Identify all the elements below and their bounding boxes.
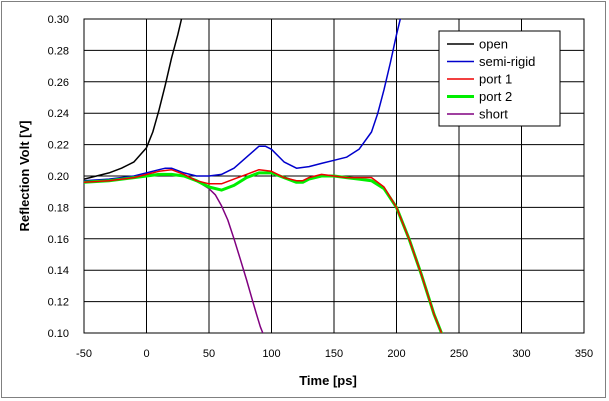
series-line-open [84, 19, 183, 180]
y-tick-label: 0.10 [48, 328, 69, 340]
x-tick-label: 100 [262, 348, 280, 360]
y-tick-label: 0.22 [48, 140, 69, 152]
y-tick-label: 0.16 [48, 234, 69, 246]
y-tick-label: 0.20 [48, 171, 69, 183]
x-tick-label: 50 [203, 348, 215, 360]
legend-label-open: open [479, 37, 508, 52]
y-tick-label: 0.24 [48, 108, 69, 120]
legend-label-port-2: port 2 [479, 89, 512, 104]
x-tick-labels: -50 0 50 100 150 200 250 300 350 [76, 348, 593, 360]
y-tick-label: 0.18 [48, 202, 69, 214]
series-line-semi-rigid [84, 19, 402, 182]
x-axis-title: Time [ps] [299, 373, 357, 388]
legend-label-semi-rigid: semi-rigid [479, 54, 535, 69]
x-tick-label: 350 [575, 348, 593, 360]
y-tick-label: 0.30 [48, 14, 69, 26]
legend: open semi-rigid port 1 port 2 short [438, 30, 561, 127]
series-line-short [84, 173, 264, 333]
x-tick-label: -50 [76, 348, 92, 360]
y-tick-label: 0.12 [48, 297, 69, 309]
series-line-port-2 [84, 171, 443, 333]
x-tick-label: 300 [512, 348, 530, 360]
x-tick-label: 150 [325, 348, 343, 360]
x-tick-label: 200 [387, 348, 405, 360]
y-tick-labels: 0.10 0.12 0.14 0.16 0.18 0.20 0.22 0.24 0.26 0.28… [48, 14, 69, 340]
x-tick-label: 0 [143, 348, 149, 360]
x-tick-label: 250 [450, 348, 468, 360]
y-axis-title: Reflection Volt [V] [17, 121, 32, 232]
series-line-port-1 [84, 168, 443, 333]
y-tick-label: 0.26 [48, 77, 69, 89]
legend-label-short: short [479, 107, 508, 122]
y-tick-label: 0.28 [48, 45, 69, 57]
series-lines [84, 19, 443, 333]
plot-area [83, 18, 585, 334]
legend-label-port-1: port 1 [479, 72, 512, 87]
y-tick-label: 0.14 [48, 265, 69, 277]
